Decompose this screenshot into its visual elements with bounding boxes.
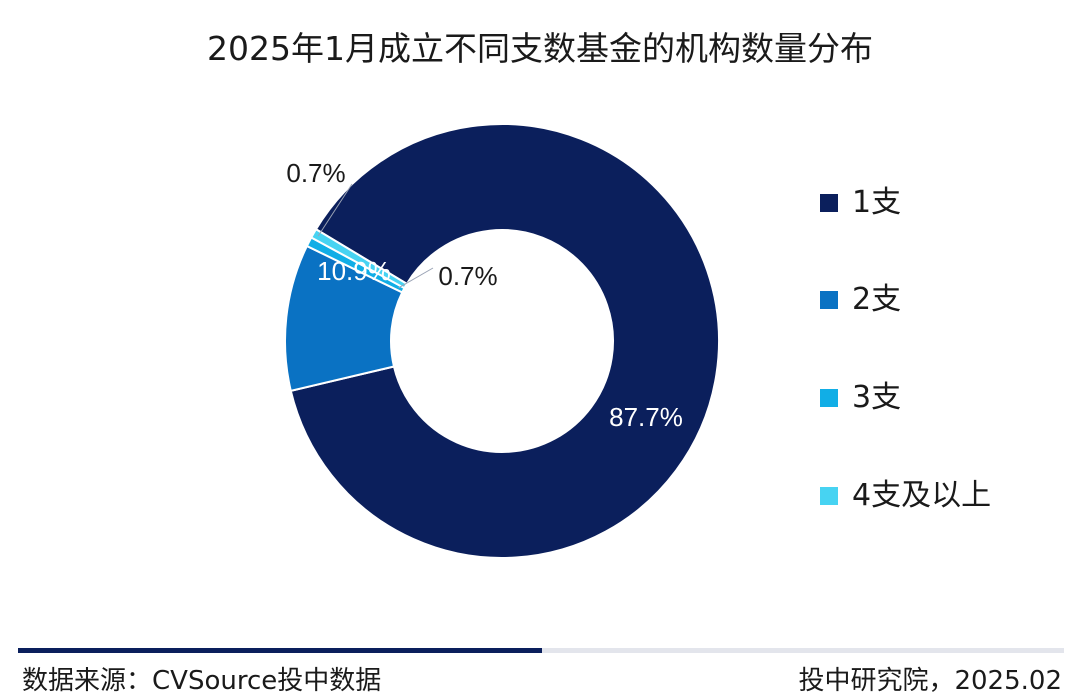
footer-divider-dark: [18, 648, 542, 653]
legend-label-2: 2支: [852, 282, 902, 317]
data-label-3: 0.7%: [438, 261, 497, 291]
donut-slice-4: [309, 227, 409, 290]
leader-line-3: [398, 267, 434, 289]
legend-swatch-1: [820, 194, 838, 212]
legend-swatch-4: [820, 487, 838, 505]
legend-item-4: 4支及以上: [820, 478, 991, 514]
legend-swatch-2: [820, 291, 838, 309]
data-label-2: 10.9%: [317, 256, 391, 286]
legend-label-3: 3支: [852, 380, 902, 415]
donut-slice-1: [289, 123, 720, 559]
publisher-credit: 投中研究院，2025.02: [798, 666, 1062, 696]
donut-chart: 87.7% 10.9% 0.7% 0.7%: [284, 123, 720, 559]
source-note: 数据来源：CVSource投中数据: [22, 666, 382, 696]
legend-label-4: 4支及以上: [852, 478, 992, 513]
data-label-1: 87.7%: [609, 402, 683, 432]
legend-swatch-3: [820, 389, 838, 407]
chart-title: 2025年1月成立不同支数基金的机构数量分布: [207, 29, 873, 68]
donut-slices: [284, 123, 720, 559]
legend-label-1: 1支: [852, 185, 902, 220]
footer-divider-light: [542, 648, 1064, 653]
legend-item-3: 3支: [820, 380, 901, 416]
legend-item-1: 1支: [820, 185, 901, 221]
leader-line-4: [317, 183, 353, 237]
data-label-4: 0.7%: [286, 158, 345, 188]
legend-item-2: 2支: [820, 282, 901, 318]
donut-data-labels: 87.7% 10.9% 0.7% 0.7%: [286, 158, 683, 432]
